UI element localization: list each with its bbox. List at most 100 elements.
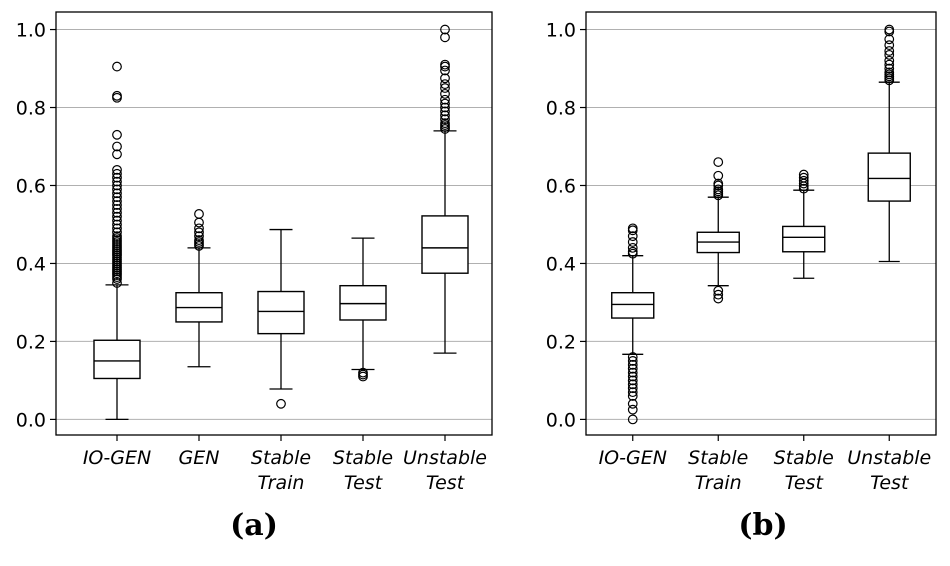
x-tick-label: Stable — [688, 447, 748, 469]
iqr-box — [257, 290, 305, 335]
outlier-point — [798, 172, 809, 183]
outlier-point — [713, 157, 724, 167]
outlier-point — [627, 246, 638, 257]
outlier-point — [627, 352, 638, 362]
outlier-point — [112, 149, 122, 160]
outlier-point — [440, 24, 450, 35]
outlier-point — [194, 227, 204, 238]
outlier-point — [112, 223, 122, 234]
outlier-point — [112, 61, 122, 72]
box-3 — [257, 228, 305, 409]
box-2 — [175, 209, 223, 368]
x-tick-label: Stable — [333, 447, 393, 469]
outlier-point — [627, 391, 638, 401]
iqr-box — [611, 292, 655, 319]
outlier-point — [884, 63, 895, 74]
chart-panel-2: 0.0 0.2 0.4 0.6 0.8 1.0 IO-GEN Stable Train Stabl… — [546, 11, 937, 543]
outlier-point — [884, 67, 895, 78]
outlier-point — [194, 217, 204, 228]
outlier-point — [440, 83, 450, 93]
box-3 — [782, 169, 826, 279]
outlier-point — [713, 293, 724, 304]
x-tick-label: Unstable — [403, 447, 487, 469]
box-2 — [696, 157, 740, 304]
outlier-point — [627, 414, 638, 425]
outlier-point — [194, 223, 204, 234]
outlier-point — [112, 278, 122, 288]
outlier-point — [627, 375, 638, 386]
outlier-point — [112, 164, 122, 175]
outlier-point — [713, 178, 724, 189]
outlier-point — [112, 184, 122, 195]
outlier-point — [112, 90, 122, 101]
y-tick-label: 0.0 — [546, 409, 576, 431]
outlier-point — [798, 175, 809, 186]
x-tick-label: Test — [344, 472, 384, 494]
x-tick-label: Unstable — [847, 447, 931, 469]
outlier-point — [627, 359, 638, 370]
y-tick-label: 1.0 — [546, 20, 576, 42]
outlier-point — [112, 180, 122, 191]
x-tick-label: Stable — [251, 447, 311, 469]
outlier-point — [627, 237, 638, 247]
outlier-point — [884, 55, 895, 66]
outlier-point — [713, 285, 724, 296]
iqr-box — [339, 284, 387, 321]
iqr-box — [93, 339, 141, 380]
outlier-point — [112, 176, 122, 187]
outlier-point — [112, 172, 122, 183]
outlier-point — [112, 231, 122, 242]
y-tick-label: 0.4 — [16, 253, 46, 275]
y-tick-label: 0.6 — [16, 175, 46, 197]
outlier-point — [112, 207, 122, 218]
outlier-point — [627, 383, 638, 394]
outlier-point — [713, 184, 724, 195]
outlier-point — [627, 223, 638, 234]
outlier-point — [627, 367, 638, 378]
outlier-point — [440, 106, 450, 117]
outlier-point — [440, 114, 450, 125]
x-tick-label: IO-GEN — [83, 447, 151, 469]
outlier-point — [627, 231, 638, 242]
y-tick-label: 0.0 — [16, 409, 46, 431]
outlier-point — [440, 88, 450, 99]
box-4 — [867, 24, 911, 263]
outlier-point — [358, 369, 368, 380]
x-tick-label: GEN — [179, 447, 220, 469]
iqr-box — [421, 215, 469, 274]
x-tick-label: Test — [870, 472, 910, 494]
outlier-point — [884, 24, 895, 35]
y-tick-label: 1.0 — [16, 20, 46, 42]
y-tick-label: 0.8 — [546, 98, 576, 120]
outlier-point — [440, 98, 450, 109]
outlier-point — [358, 367, 368, 378]
y-tick-label: 0.6 — [546, 175, 576, 197]
outlier-point — [713, 289, 724, 300]
outlier-point — [713, 170, 724, 181]
outlier-point — [627, 379, 638, 390]
outlier-point — [112, 215, 122, 226]
x-tick-label: IO-GEN — [599, 447, 667, 469]
x-tick-label: Stable — [774, 447, 834, 469]
axes-frame — [55, 11, 493, 436]
outlier-point — [884, 49, 895, 60]
outlier-point — [112, 211, 122, 222]
outlier-point — [112, 196, 122, 206]
x-tick-label: Test — [785, 472, 825, 494]
outlier-point — [112, 192, 122, 203]
outlier-point — [627, 371, 638, 382]
outlier-point — [798, 169, 809, 180]
outlier-point — [112, 200, 122, 210]
chart-panel-1: 0.0 0.2 0.4 0.6 0.8 1.0 IO-GEN GEN Stable Train St… — [16, 11, 493, 543]
outlier-point — [194, 235, 204, 245]
outlier-point — [884, 34, 895, 45]
box-5 — [421, 24, 469, 354]
outlier-point — [440, 65, 450, 76]
outlier-point — [884, 46, 895, 56]
outlier-point — [112, 141, 122, 152]
box-1 — [93, 61, 141, 421]
y-tick-label: 0.8 — [16, 98, 46, 120]
outlier-point — [627, 242, 638, 253]
panel-label: (a) — [230, 508, 278, 543]
box-4 — [339, 237, 387, 382]
